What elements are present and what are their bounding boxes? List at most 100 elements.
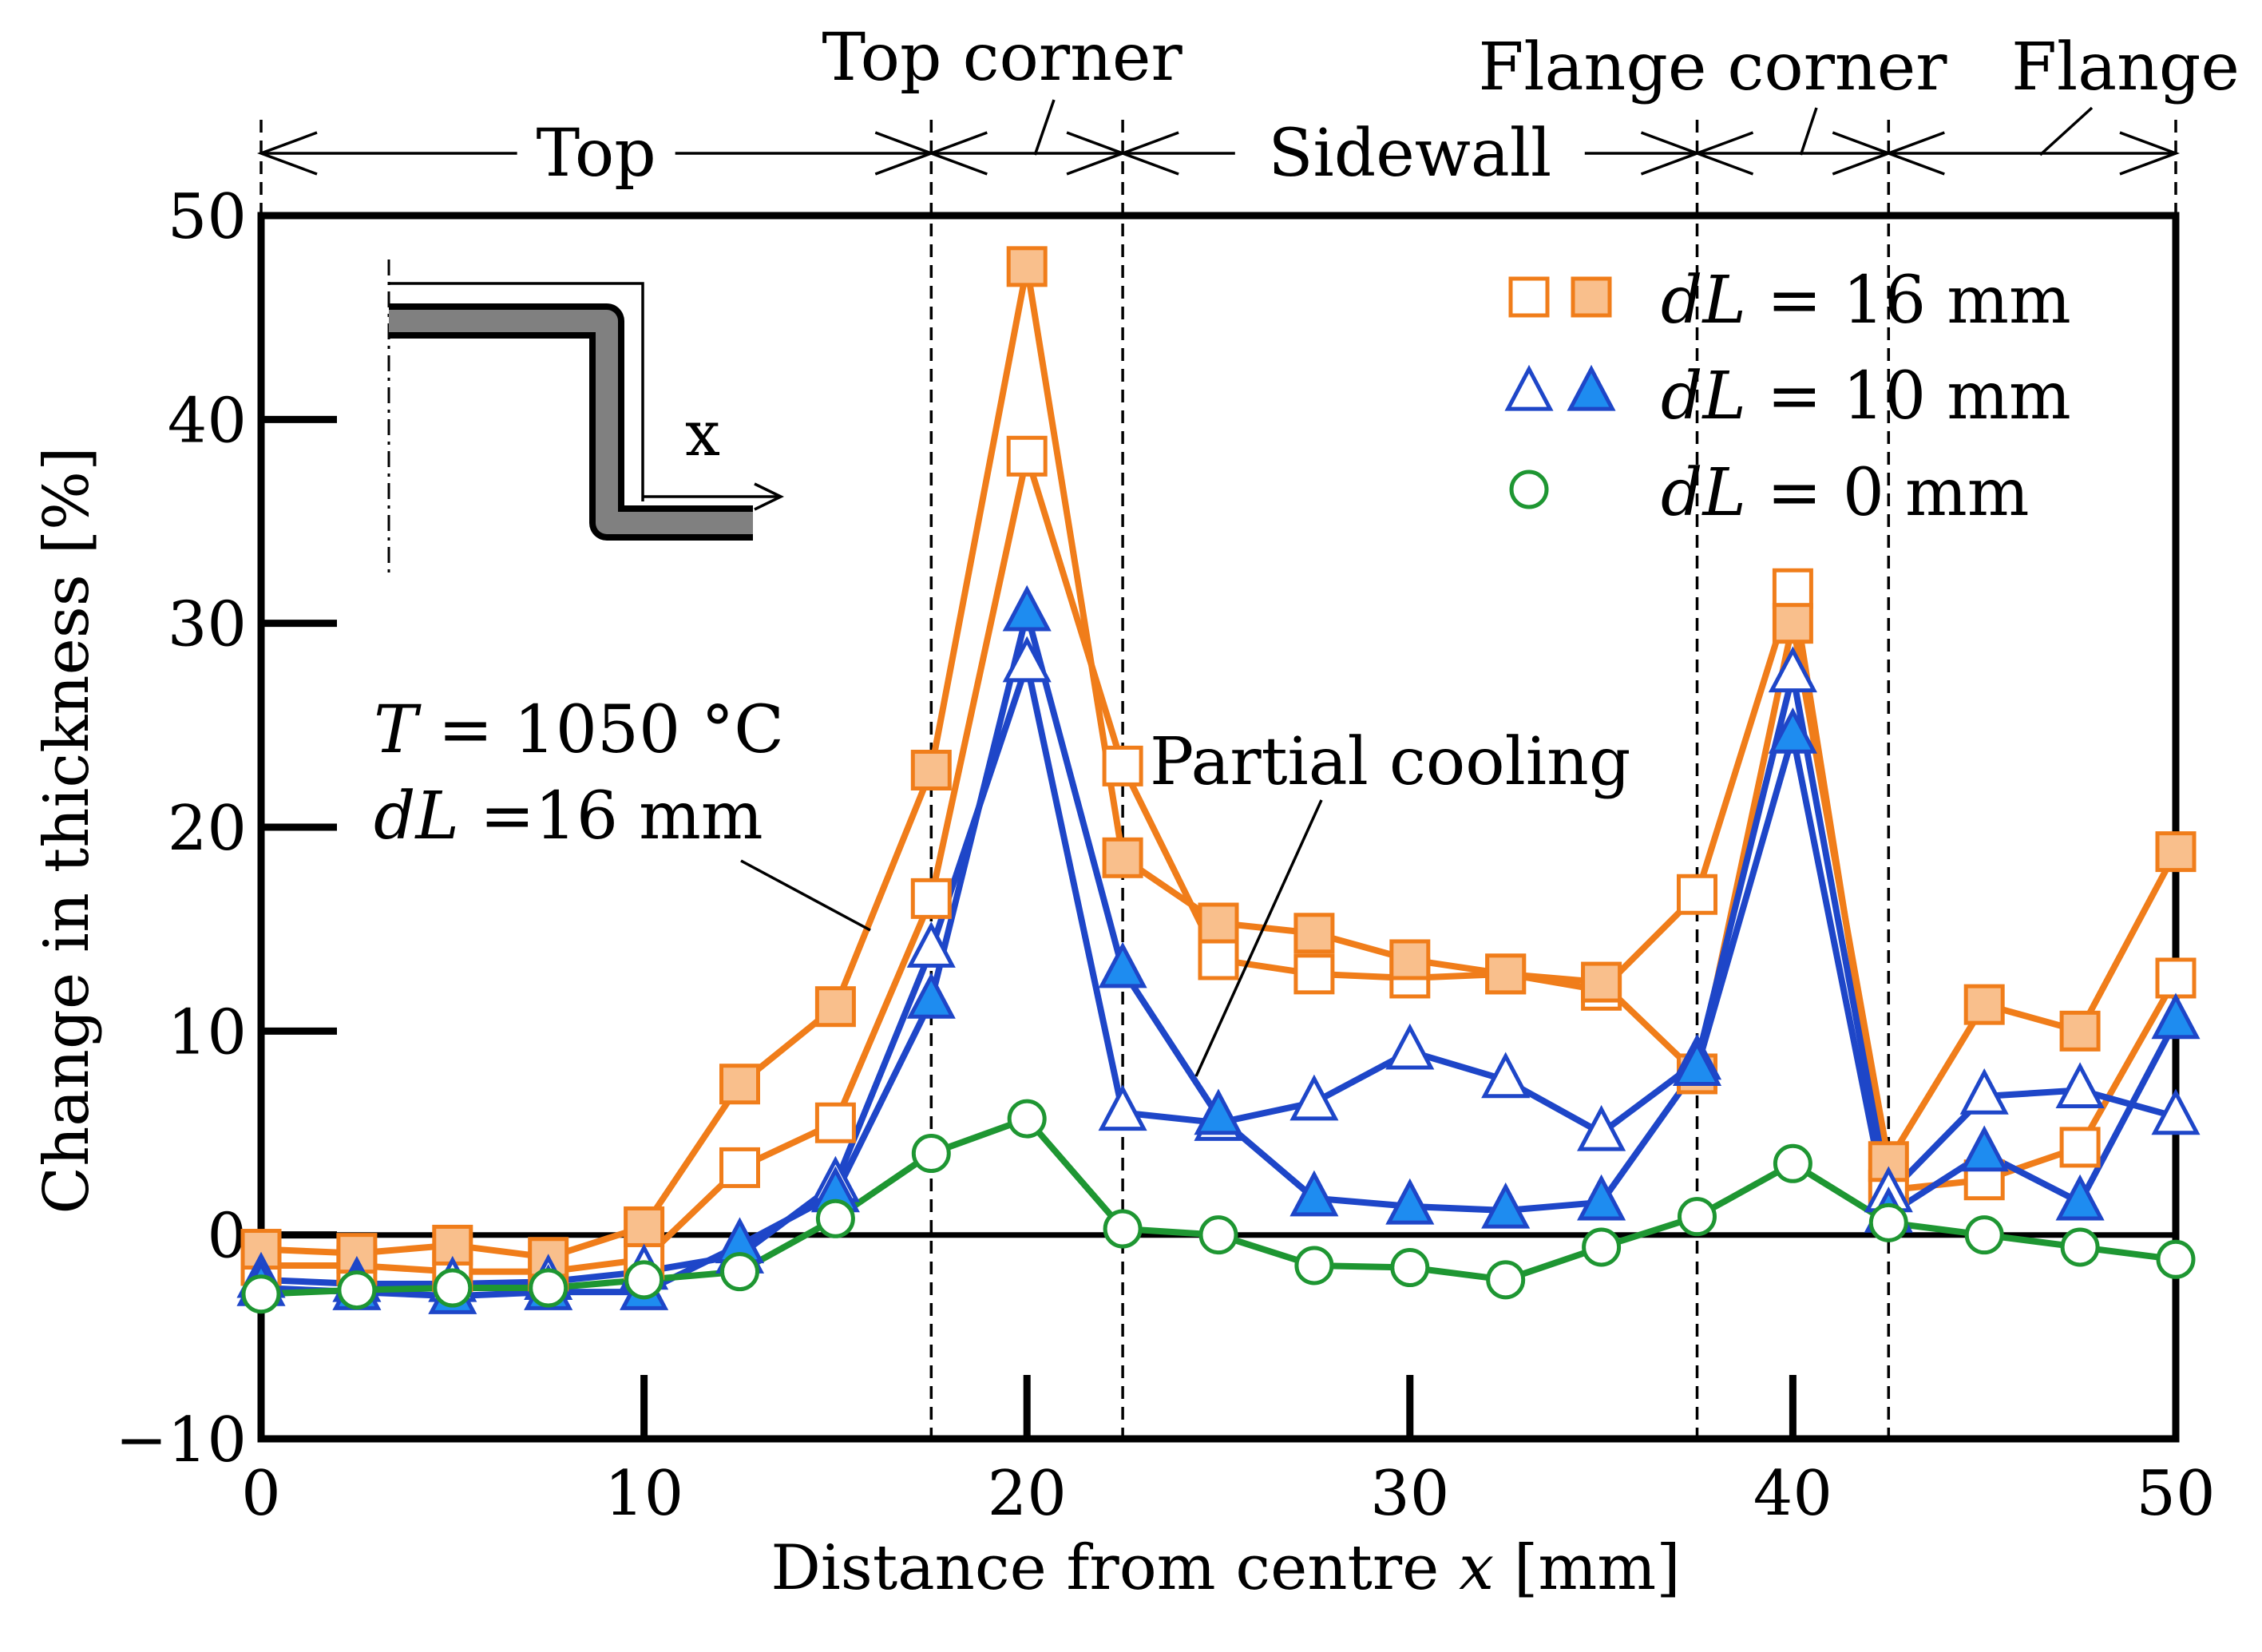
x-tick-label-5: 50 <box>2136 1458 2215 1530</box>
series-0-point-16 <box>1772 568 1813 609</box>
series-markers-4 <box>241 1099 2196 1314</box>
x-axis-label-unit: [mm] <box>1494 1532 1681 1604</box>
series-3-point-7 <box>906 972 956 1019</box>
legend-label-value: = 16 mm <box>1746 263 2071 339</box>
region-arrow-1 <box>927 99 1127 176</box>
series-3-point-16 <box>1768 707 1817 754</box>
series-2-point-20 <box>2151 1088 2201 1135</box>
legend-item-1: dL = 10 mm <box>1504 359 2071 434</box>
series-0-point-7 <box>910 878 952 919</box>
x-axis-label-prefix: Distance from centre <box>771 1532 1459 1604</box>
legend-marker-0-1 <box>1571 276 1612 318</box>
series-0-point-19 <box>2059 1127 2101 1168</box>
series-3-point-15 <box>1672 1040 1722 1086</box>
x-tick-label-1: 10 <box>604 1458 683 1530</box>
series-4-point-14 <box>1582 1227 1622 1267</box>
series-0-point-11 <box>1293 953 1335 995</box>
series-2-point-18 <box>1959 1068 2009 1115</box>
y-tick-label-2: 10 <box>168 996 247 1068</box>
series-4-point-15 <box>1678 1197 1717 1237</box>
series-4-point-11 <box>1294 1246 1334 1286</box>
series-4-point-4 <box>624 1260 664 1300</box>
legend-item-0: dL = 16 mm <box>1508 263 2071 339</box>
series-3-point-20 <box>2151 992 2201 1040</box>
inset-x-label: x <box>685 398 720 470</box>
y-tick-label-1: 0 <box>207 1201 247 1273</box>
inset-profile-fill <box>389 310 753 534</box>
x-tick-label-3: 30 <box>1370 1458 1449 1530</box>
region-labels: Top Top corner Sidewall Flange corner Flange <box>537 20 2240 192</box>
legend-label-value: = 0 mm <box>1746 455 2030 531</box>
series-4-point-3 <box>529 1268 568 1308</box>
series-3-point-12 <box>1385 1178 1435 1225</box>
series-4-point-7 <box>911 1134 951 1174</box>
x-tick-label-4: 40 <box>1753 1458 1832 1530</box>
y-tick-label-5: 40 <box>168 385 247 457</box>
legend-marker-1-1 <box>1567 364 1616 411</box>
series-4-point-13 <box>1486 1260 1526 1300</box>
series-4-point-5 <box>720 1252 759 1292</box>
series-4-point-19 <box>2060 1227 2100 1267</box>
y-tick-label-0: −10 <box>115 1404 247 1476</box>
dl-annotation: dL =16 mm <box>374 778 763 854</box>
series-4-point-20 <box>2156 1239 2196 1279</box>
y-tick-label-4: 30 <box>168 589 247 661</box>
series-0-point-6 <box>814 1102 856 1143</box>
series-2-point-7 <box>906 921 956 968</box>
region-arrows <box>256 99 2181 176</box>
series-4-point-2 <box>433 1268 473 1308</box>
y-tick-label-6: 50 <box>168 181 247 253</box>
inset-x-arrow-head <box>754 482 785 511</box>
temperature-value: = 1050 °C <box>418 692 784 768</box>
series-1-point-12 <box>1389 939 1431 981</box>
legend-label-var: dL <box>1661 455 1746 531</box>
inset-outer-line <box>389 282 644 501</box>
series-1-point-11 <box>1293 913 1335 954</box>
series-2-point-11 <box>1289 1074 1339 1121</box>
series-4-point-12 <box>1390 1248 1430 1288</box>
temperature-annotation: T = 1050 °C <box>374 692 784 768</box>
series-1-point-19 <box>2059 1010 2101 1052</box>
region-label-leader <box>1033 99 1056 156</box>
series-4-point-1 <box>337 1270 377 1310</box>
x-axis-label: Distance from centre x [mm] <box>771 1532 1680 1604</box>
series-3-point-10 <box>1194 1088 1243 1135</box>
legend-label-var: dL <box>1661 263 1746 339</box>
legend-marker-2-0 <box>1509 469 1549 509</box>
series-4-point-10 <box>1198 1215 1238 1255</box>
region-arrow-4 <box>1884 106 2181 176</box>
axis-ticks <box>257 212 2180 1443</box>
inset-profile: x <box>387 259 785 575</box>
region-label-0: Top <box>537 116 656 192</box>
y-axis-label: Change in thickness [%] <box>31 446 103 1214</box>
region-label-1: Top corner <box>822 20 1182 96</box>
region-arrow-2 <box>1119 131 1701 176</box>
series-1-point-7 <box>910 750 952 791</box>
series-0-point-20 <box>2155 957 2197 999</box>
series-group <box>236 246 2201 1314</box>
series-1-point-20 <box>2155 831 2197 873</box>
series-4-point-6 <box>815 1198 855 1238</box>
region-label-leader <box>1799 107 1818 156</box>
series-2-point-19 <box>2055 1062 2105 1109</box>
legend: dL = 16 mm dL = 10 mm dL = 0 mm <box>1504 263 2071 531</box>
series-markers-1 <box>240 246 2197 1278</box>
x-tick-label-2: 20 <box>988 1458 1067 1530</box>
series-3-point-13 <box>1481 1182 1531 1229</box>
series-2-point-9 <box>1098 1084 1147 1131</box>
series-3-point-11 <box>1289 1170 1339 1217</box>
legend-marker-1-0 <box>1504 364 1554 411</box>
series-0-point-8 <box>1006 435 1048 477</box>
partial-cooling-label: Partial cooling <box>1150 724 1630 800</box>
series-2-point-14 <box>1577 1104 1626 1151</box>
series-0-point-10 <box>1198 939 1239 981</box>
region-label-3: Flange corner <box>1479 30 1948 105</box>
region-label-leader <box>2038 106 2094 156</box>
series-1-point-14 <box>1581 961 1622 1003</box>
series-1-point-9 <box>1102 837 1143 878</box>
series-2-point-16 <box>1768 646 1817 693</box>
series-1-point-16 <box>1772 603 1813 644</box>
legend-label-0: dL = 16 mm <box>1661 263 2071 339</box>
series-4-point-16 <box>1773 1143 1812 1183</box>
